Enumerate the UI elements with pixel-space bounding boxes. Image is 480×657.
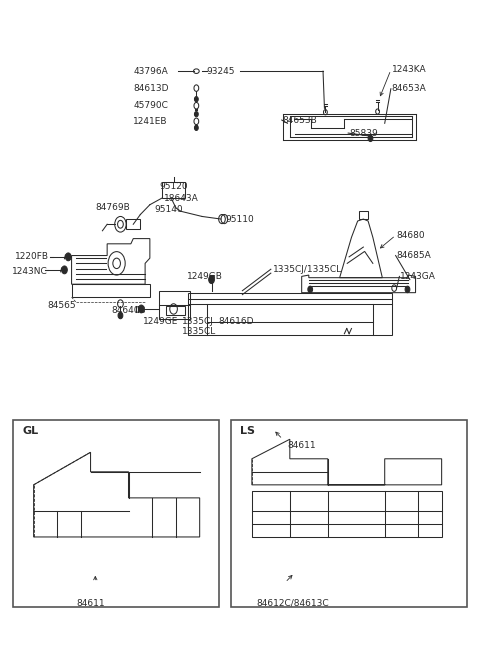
Text: 95140: 95140 — [155, 205, 183, 214]
Text: 84685A: 84685A — [396, 251, 432, 260]
Text: 18643A: 18643A — [164, 194, 199, 203]
Circle shape — [209, 276, 215, 284]
Text: 1335CJ/1335CL: 1335CJ/1335CL — [273, 265, 342, 274]
Circle shape — [118, 312, 123, 319]
Text: 1249GE: 1249GE — [143, 317, 178, 327]
Text: LS: LS — [240, 426, 255, 436]
Text: 1243NC: 1243NC — [12, 267, 48, 276]
Circle shape — [138, 305, 144, 313]
Text: 43796A: 43796A — [133, 66, 168, 76]
Text: 84653A: 84653A — [392, 84, 427, 93]
Text: 84680: 84680 — [396, 231, 425, 240]
Text: 84612C/84613C: 84612C/84613C — [257, 599, 329, 608]
Text: 84769B: 84769B — [96, 204, 130, 212]
Text: 85839: 85839 — [349, 129, 378, 137]
Text: 84611: 84611 — [76, 599, 105, 608]
Circle shape — [368, 135, 373, 141]
Text: 1243KA: 1243KA — [392, 66, 426, 74]
Text: 95120: 95120 — [159, 182, 188, 191]
Bar — [230, 420, 467, 607]
Text: 1220FB: 1220FB — [14, 252, 48, 261]
Text: 93245: 93245 — [207, 66, 235, 76]
Text: 1335CJ: 1335CJ — [182, 317, 214, 327]
Text: 84565: 84565 — [48, 301, 76, 310]
Circle shape — [65, 253, 71, 261]
Circle shape — [405, 286, 410, 292]
Text: 1249GB: 1249GB — [187, 272, 223, 281]
Circle shape — [194, 112, 198, 117]
Text: 84616D: 84616D — [219, 317, 254, 327]
Circle shape — [308, 286, 312, 292]
Text: 1335CL: 1335CL — [182, 327, 216, 336]
Text: 95110: 95110 — [226, 215, 254, 223]
Text: 45790C: 45790C — [133, 101, 168, 110]
Bar — [13, 420, 219, 607]
Circle shape — [194, 125, 198, 131]
Text: GL: GL — [23, 426, 39, 436]
Text: 84613D: 84613D — [133, 84, 169, 93]
Circle shape — [61, 266, 67, 274]
Text: 1243GA: 1243GA — [400, 272, 436, 281]
Circle shape — [194, 97, 198, 102]
Text: 84611: 84611 — [288, 442, 316, 450]
Text: 84640B: 84640B — [111, 306, 145, 315]
Text: 84653B: 84653B — [283, 116, 317, 125]
Text: 1241EB: 1241EB — [133, 117, 168, 126]
